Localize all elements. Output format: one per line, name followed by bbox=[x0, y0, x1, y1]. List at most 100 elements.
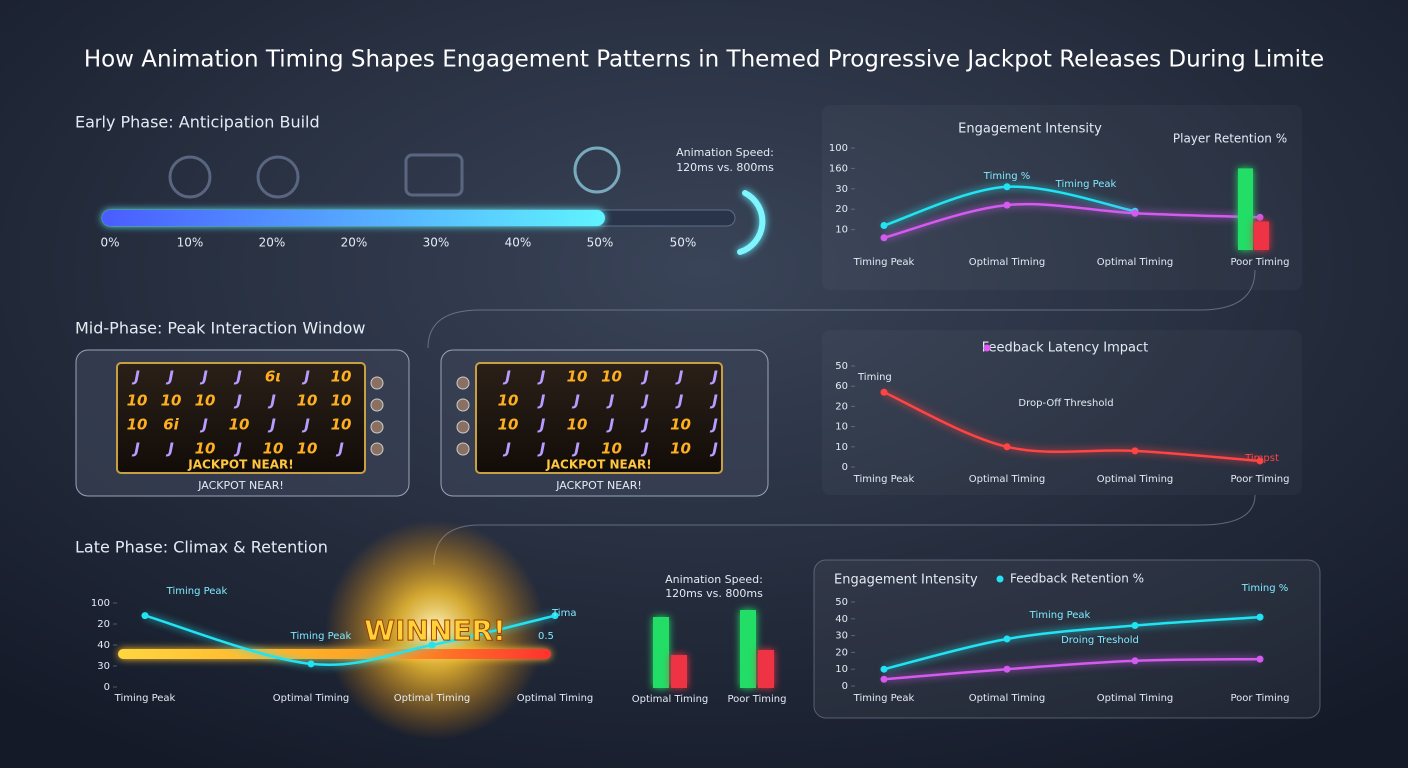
x-tick-label: Poor Timing bbox=[1231, 474, 1290, 485]
y-tick-label: 40 bbox=[97, 640, 110, 651]
reel-symbol: 10 bbox=[670, 440, 691, 458]
reel-symbol: J bbox=[233, 368, 242, 386]
reel-symbol: 10 bbox=[195, 440, 216, 458]
legend-dot bbox=[996, 575, 1004, 583]
section-heading: Early Phase: Anticipation Build bbox=[75, 113, 320, 132]
reel-symbol: 10 bbox=[161, 392, 182, 410]
reel-symbol: J bbox=[675, 392, 684, 410]
x-tick-label: Optimal Timing bbox=[1097, 693, 1174, 704]
annotation: Timing Peak bbox=[1029, 610, 1091, 621]
bar bbox=[653, 617, 669, 688]
reel-symbol: 10 bbox=[498, 416, 519, 434]
x-tick-label: Timing Peak bbox=[853, 257, 915, 268]
reel-symbol: 10 bbox=[331, 392, 352, 410]
x-tick-label: Poor Timing bbox=[1231, 257, 1290, 268]
x-tick-label: Timing Peak bbox=[853, 474, 915, 485]
reel-symbol: J bbox=[335, 440, 344, 458]
reel-symbol: 10 bbox=[195, 392, 216, 410]
y-tick-label: 100 bbox=[829, 143, 848, 154]
y-tick-label: 60 bbox=[835, 381, 848, 392]
y-tick-label: 40 bbox=[835, 614, 848, 625]
data-point bbox=[551, 612, 559, 620]
reel-symbol: 10 bbox=[567, 368, 588, 386]
data-point bbox=[1256, 213, 1264, 221]
reel-symbol: J bbox=[640, 416, 649, 434]
chart-title: Feedback Latency Impact bbox=[982, 341, 1149, 356]
burst bbox=[325, 520, 545, 740]
reel-symbol: J bbox=[606, 392, 615, 410]
y-tick-label: 10 bbox=[835, 664, 848, 675]
reel-symbol: 10 bbox=[127, 392, 148, 410]
data-point bbox=[141, 612, 149, 620]
avatar bbox=[370, 442, 384, 456]
progress-label: 20% bbox=[341, 236, 368, 250]
reel-symbol: J bbox=[709, 392, 718, 410]
x-tick-label: Optimal Timing bbox=[969, 693, 1046, 704]
annotation: 0.5 bbox=[538, 631, 554, 642]
reel-symbol: 10 bbox=[498, 392, 519, 410]
series-line bbox=[883, 657, 1261, 681]
reel-symbol: 10 bbox=[601, 368, 622, 386]
reel-symbol: J bbox=[709, 416, 718, 434]
reel-symbol: 6i bbox=[163, 416, 179, 434]
progress-fill bbox=[102, 210, 605, 226]
reel-symbol: J bbox=[301, 416, 310, 434]
banner: JACKPOT NEAR! bbox=[187, 458, 293, 472]
progress-label: 50% bbox=[587, 236, 614, 250]
bar bbox=[758, 650, 774, 688]
y-tick-label: 20 bbox=[97, 619, 110, 630]
reel-symbol: 10 bbox=[297, 392, 318, 410]
series-line bbox=[883, 202, 1261, 239]
data-point bbox=[307, 660, 315, 668]
progress-label: 30% bbox=[423, 236, 450, 250]
y-tick-label: 100 bbox=[91, 598, 110, 609]
x-tick-label: Optimal Timing bbox=[969, 257, 1046, 268]
progress-label: 10% bbox=[177, 236, 204, 250]
data-point bbox=[1131, 447, 1139, 455]
data-point bbox=[880, 234, 888, 242]
caption: JACKPOT NEAR! bbox=[197, 479, 284, 492]
y-tick-label: 30 bbox=[835, 631, 848, 642]
data-point bbox=[1003, 635, 1011, 643]
annotation: Timing Peak bbox=[1055, 179, 1117, 190]
y-tick-label: 0 bbox=[842, 462, 848, 473]
reel-symbol: J bbox=[165, 440, 174, 458]
caption: JACKPOT NEAR! bbox=[555, 479, 642, 492]
annotation: Timpst bbox=[1244, 453, 1279, 464]
avatar bbox=[456, 420, 470, 434]
reel-symbol: J bbox=[233, 440, 242, 458]
reel-symbol: J bbox=[640, 392, 649, 410]
annotation: Timing % bbox=[1241, 583, 1288, 594]
reel-symbol: J bbox=[131, 440, 140, 458]
reel-symbol: J bbox=[165, 368, 174, 386]
y-tick-label: 10 bbox=[835, 442, 848, 453]
reel-symbol: J bbox=[675, 368, 684, 386]
reel-symbol: J bbox=[640, 440, 649, 458]
bar bbox=[671, 655, 687, 688]
avatar bbox=[370, 376, 384, 390]
chart-subtitle: 120ms vs. 800ms bbox=[665, 587, 763, 600]
bar bbox=[740, 610, 756, 688]
data-point bbox=[1003, 183, 1011, 191]
data-point bbox=[1131, 209, 1139, 217]
annotation: Drop-Off Threshold bbox=[1018, 398, 1113, 409]
progress-label: 20% bbox=[259, 236, 286, 250]
x-tick-label: Optimal Timing bbox=[1097, 474, 1174, 485]
note: 120ms vs. 800ms bbox=[676, 161, 774, 174]
data-point bbox=[880, 665, 888, 673]
data-point bbox=[880, 388, 888, 396]
data-point bbox=[880, 222, 888, 230]
reel-symbol: J bbox=[131, 368, 140, 386]
y-tick-label: 10 bbox=[835, 422, 848, 433]
x-tick-label: Optimal Timing bbox=[632, 694, 709, 705]
annotation: Timing Peak bbox=[290, 631, 352, 642]
section-heading: Mid-Phase: Peak Interaction Window bbox=[75, 319, 365, 338]
reel-symbol: 10 bbox=[127, 416, 148, 434]
reel-symbol: 10 bbox=[567, 416, 588, 434]
bar bbox=[1238, 168, 1253, 250]
x-tick-label: Optimal Timing bbox=[969, 474, 1046, 485]
progress-label: 50% bbox=[670, 236, 697, 250]
reel-symbol: J bbox=[537, 440, 546, 458]
y-tick-label: 0 bbox=[842, 681, 848, 692]
data-point bbox=[1003, 201, 1011, 209]
